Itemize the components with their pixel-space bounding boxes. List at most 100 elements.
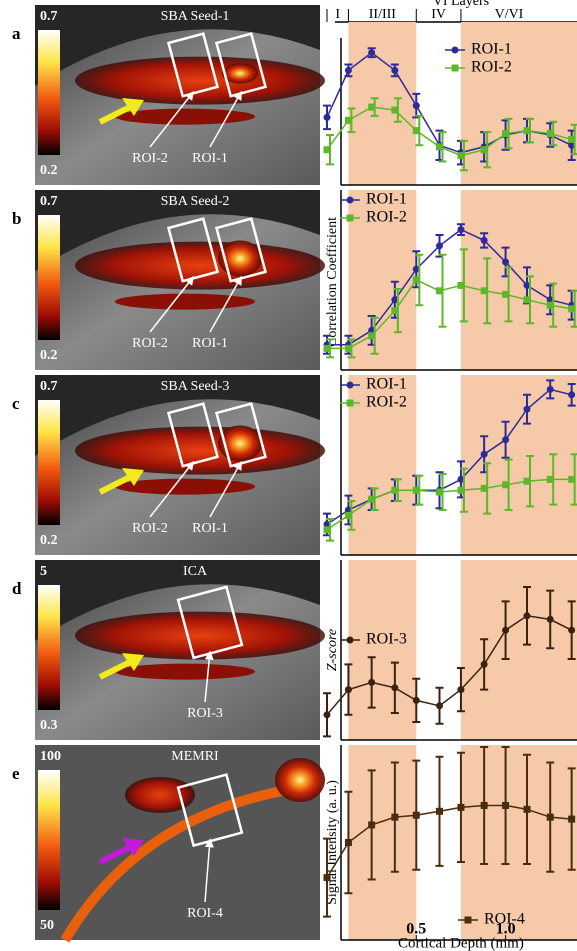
data-point xyxy=(413,487,420,494)
legend-label: ROI-2 xyxy=(471,59,512,76)
panel-letter: a xyxy=(12,24,21,43)
data-point xyxy=(345,839,352,846)
colorbar xyxy=(38,400,60,525)
data-point xyxy=(436,143,443,150)
data-point xyxy=(345,512,352,519)
legend-label: ROI-1 xyxy=(366,376,407,393)
legend-label: ROI-2 xyxy=(366,209,407,226)
colorbar xyxy=(38,215,60,340)
colorbar-min: 50 xyxy=(40,918,54,933)
layer-label: V/VI xyxy=(495,7,524,22)
data-point xyxy=(368,332,375,339)
legend-marker xyxy=(347,197,354,204)
legend-label: ROI-2 xyxy=(366,394,407,411)
colorbar xyxy=(38,585,60,710)
data-point xyxy=(413,102,420,109)
data-point xyxy=(391,487,398,494)
data-point xyxy=(413,127,420,134)
data-point xyxy=(524,478,531,485)
image-title: SBA Seed-1 xyxy=(161,9,230,24)
data-point xyxy=(547,386,554,393)
data-point xyxy=(345,686,352,693)
image-title: SBA Seed-3 xyxy=(161,379,230,394)
data-point xyxy=(547,814,554,821)
data-point xyxy=(324,874,331,881)
data-point xyxy=(481,451,488,458)
data-point xyxy=(524,127,531,134)
y-axis-label: Correlation Coefficient xyxy=(325,217,340,347)
layer-band xyxy=(461,190,577,370)
image-panel: b0.70.2SBA Seed-2ROI-2ROI-1 xyxy=(12,190,325,370)
data-point xyxy=(391,67,398,74)
layer-band xyxy=(461,375,577,555)
roi-label: ROI-2 xyxy=(132,336,168,351)
data-point xyxy=(547,476,554,483)
data-point xyxy=(391,814,398,821)
activation xyxy=(75,612,325,660)
data-point xyxy=(568,391,575,398)
colorbar-max: 0.7 xyxy=(40,379,58,394)
legend-marker xyxy=(347,637,354,644)
layer-band xyxy=(348,560,416,740)
data-point xyxy=(368,679,375,686)
colorbar-min: 0.3 xyxy=(40,718,58,733)
data-point xyxy=(413,277,420,284)
data-point xyxy=(457,686,464,693)
data-point xyxy=(457,152,464,159)
figure: a0.70.2SBA Seed-1ROI-2ROI-1b0.70.2SBA Se… xyxy=(0,0,577,951)
colorbar-max: 100 xyxy=(40,749,61,764)
legend-marker xyxy=(347,382,354,389)
data-point xyxy=(481,237,488,244)
data-point xyxy=(524,806,531,813)
data-point xyxy=(345,117,352,124)
data-point xyxy=(547,302,554,309)
data-point xyxy=(436,242,443,249)
data-point xyxy=(481,287,488,294)
data-point xyxy=(324,146,331,153)
layer-label: I xyxy=(335,7,340,22)
legend-label: ROI-4 xyxy=(484,911,525,928)
legend-label: ROI-1 xyxy=(366,191,407,208)
data-point xyxy=(436,287,443,294)
data-point xyxy=(391,307,398,314)
data-point xyxy=(457,226,464,233)
data-point xyxy=(324,526,331,533)
data-point xyxy=(568,816,575,823)
data-point xyxy=(345,345,352,352)
data-point xyxy=(568,305,575,312)
data-point xyxy=(502,259,509,266)
data-point xyxy=(547,616,554,623)
colorbar-max: 5 xyxy=(40,564,47,579)
data-point xyxy=(547,130,554,137)
data-point xyxy=(524,612,531,619)
chart-panel: Signal Intensity (a. u.)0.51.0Cortical D… xyxy=(323,745,577,951)
legend-marker xyxy=(347,215,354,222)
image-title: ICA xyxy=(183,564,208,579)
data-point xyxy=(391,684,398,691)
data-point xyxy=(345,67,352,74)
data-point xyxy=(457,282,464,289)
data-point xyxy=(413,697,420,704)
data-point xyxy=(481,485,488,492)
x-axis-label: Cortical Depth (mm) xyxy=(398,935,524,951)
data-point xyxy=(502,481,509,488)
chart-column: VI LayersIII/IIIIVV/VIROI-1ROI-2Correlat… xyxy=(323,0,577,951)
data-point xyxy=(502,627,509,634)
image-panel: d50.3ICAROI-3 xyxy=(12,560,325,740)
data-point xyxy=(368,49,375,56)
layer-label: IV xyxy=(431,7,446,22)
data-point xyxy=(324,345,331,352)
data-point xyxy=(481,661,488,668)
image-title: SBA Seed-2 xyxy=(161,194,230,209)
panel-letter: c xyxy=(12,394,20,413)
data-point xyxy=(568,476,575,483)
activation-peak xyxy=(275,758,325,802)
legend-marker xyxy=(452,65,459,72)
data-point xyxy=(457,804,464,811)
image-title: MEMRI xyxy=(171,749,219,764)
layer-band xyxy=(461,560,577,740)
colorbar xyxy=(38,770,60,910)
layer-band xyxy=(348,22,416,185)
